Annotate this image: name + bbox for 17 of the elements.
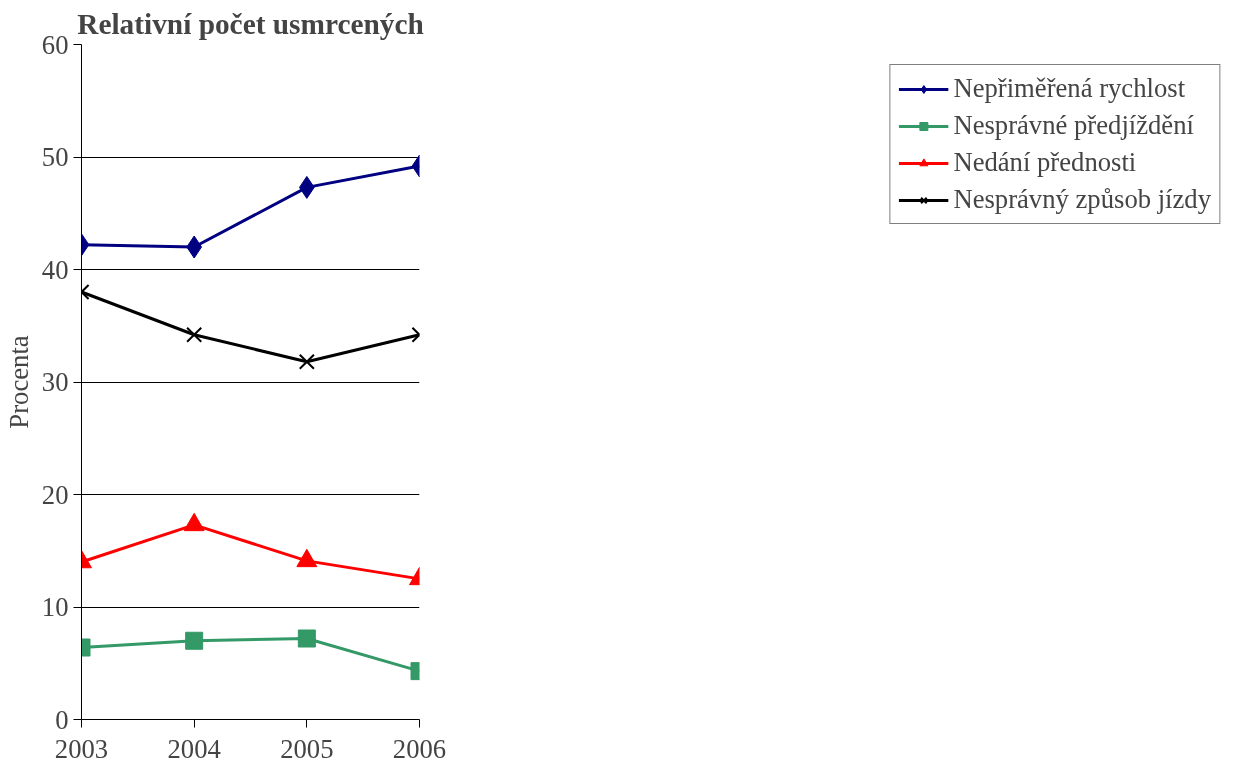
x-tick-label: 2003 [54, 733, 109, 764]
y-tick-label: 20 [41, 479, 69, 510]
y-tick-label: 50 [41, 142, 69, 172]
y-tick-label: 60 [41, 29, 69, 60]
chart-title: Relativní počet usmrcených [77, 7, 424, 40]
y-tick-label: 0 [55, 704, 69, 735]
y-tick-label: 30 [41, 367, 69, 397]
legend-label: Nedání přednosti [953, 147, 1137, 178]
x-tick-label: 2006 [392, 733, 447, 764]
y-tick-label: 40 [41, 254, 69, 285]
x-tick-label: 2004 [167, 733, 221, 764]
legend-label: Nesprávné předjíždění [953, 110, 1194, 141]
y-axis-title: Procenta [3, 335, 34, 429]
legend-label: Nepřiměřená rychlost [953, 73, 1186, 104]
y-tick-label: 10 [41, 592, 69, 622]
legend-label: Nesprávný způsob jízdy [953, 184, 1211, 215]
x-tick-label: 2005 [280, 733, 334, 764]
